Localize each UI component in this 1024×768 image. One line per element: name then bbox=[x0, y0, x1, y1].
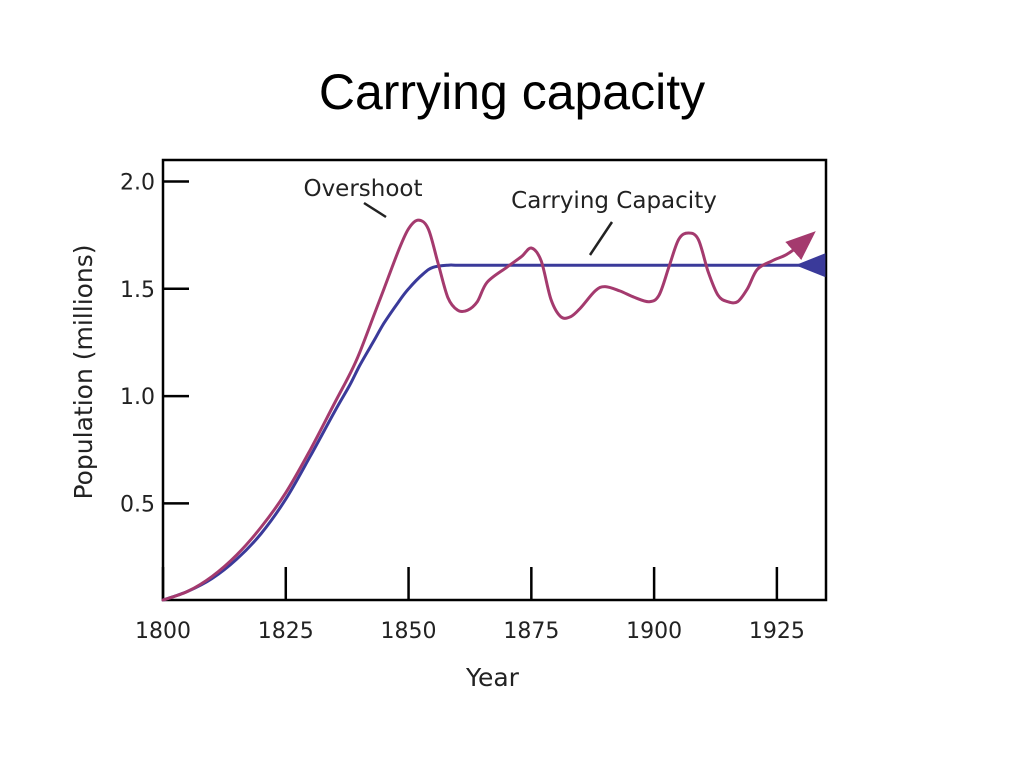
y-tick-label: 1.0 bbox=[120, 385, 155, 410]
carrying-capacity-pointer bbox=[588, 221, 614, 256]
x-axis-label: Year bbox=[465, 663, 520, 692]
y-tick-label: 1.5 bbox=[120, 278, 155, 303]
y-axis-label: Population (millions) bbox=[69, 244, 98, 499]
x-tick-label: 1900 bbox=[626, 619, 682, 644]
carrying_capacity-line bbox=[161, 253, 826, 602]
y-tick-label: 2.0 bbox=[120, 170, 155, 195]
x-tick-label: 1925 bbox=[749, 619, 805, 644]
overshoot-annotation: Overshoot bbox=[303, 176, 422, 202]
page-title: Carrying capacity bbox=[318, 64, 706, 120]
population-line bbox=[161, 218, 816, 602]
plot-frame bbox=[161, 158, 828, 602]
x-tick-label: 1825 bbox=[258, 619, 314, 644]
x-tick-label: 1875 bbox=[503, 619, 559, 644]
x-tick-label: 1800 bbox=[135, 619, 191, 644]
overshoot-pointer bbox=[363, 201, 387, 219]
y-tick-label: 0.5 bbox=[120, 492, 155, 517]
carrying-capacity-annotation: Carrying Capacity bbox=[511, 188, 717, 214]
x-tick-label: 1850 bbox=[381, 619, 437, 644]
